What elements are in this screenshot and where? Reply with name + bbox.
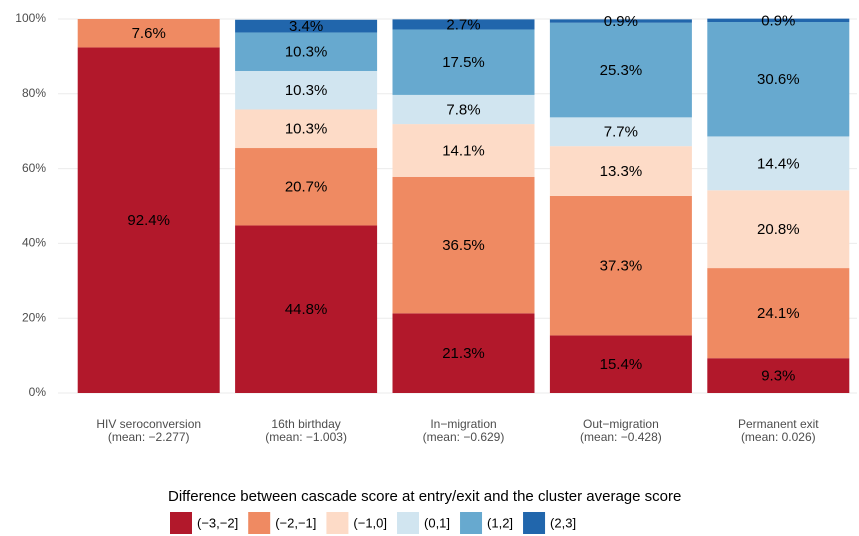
legend-title: Difference between cascade score at entr… [168, 488, 681, 505]
data-label: 24.1% [757, 305, 800, 322]
data-label: 36.5% [442, 237, 485, 254]
data-label: 0.9% [761, 12, 795, 29]
x-tick-label: Out−migration [583, 417, 659, 431]
x-tick-sublabel: (mean: 0.026) [741, 430, 816, 444]
y-tick-label: 80% [22, 86, 46, 100]
bar-segment [77, 47, 220, 393]
bar-segment [235, 148, 378, 226]
y-tick-label: 20% [22, 310, 46, 324]
bar-segment [549, 19, 692, 23]
bar-segment [707, 358, 850, 393]
data-label: 7.6% [132, 25, 166, 42]
bar-segment [707, 136, 850, 191]
data-label: 7.8% [446, 101, 480, 118]
legend-label: (2,3] [550, 515, 576, 530]
data-label: 20.7% [285, 179, 328, 196]
bar-segment [707, 268, 850, 359]
bar-segment [392, 19, 535, 30]
bar-segment [235, 109, 378, 149]
legend-swatch [523, 512, 546, 534]
legend-label: (−3,−2] [197, 515, 238, 530]
bar-segment [392, 313, 535, 393]
bar-segment [549, 117, 692, 147]
data-label: 10.3% [285, 121, 328, 138]
data-label: 30.6% [757, 71, 800, 88]
legend-swatch [248, 512, 271, 534]
x-tick-sublabel: (mean: −1.003) [265, 430, 347, 444]
bar-segment [235, 19, 378, 33]
bar-segment [235, 32, 378, 71]
legend-label: (−2,−1] [275, 515, 316, 530]
x-tick-label: 16th birthday [271, 417, 340, 431]
data-label: 14.4% [757, 155, 800, 172]
x-tick-sublabel: (mean: −0.629) [423, 430, 505, 444]
data-label: 7.7% [604, 124, 638, 141]
legend-swatch [170, 512, 192, 534]
x-tick-sublabel: (mean: −2.277) [108, 430, 190, 444]
data-label: 14.1% [442, 142, 485, 159]
data-label: 20.8% [757, 221, 800, 238]
x-tick-sublabel: (mean: −0.428) [580, 430, 662, 444]
bar-segment [707, 18, 850, 22]
legend-label: (−1,0] [353, 515, 387, 530]
y-tick-label: 40% [22, 236, 46, 250]
y-tick-label: 60% [22, 161, 46, 175]
bar-segment [707, 190, 850, 269]
data-label: 13.3% [600, 163, 643, 180]
data-label: 9.3% [761, 368, 795, 385]
legend-swatch [326, 512, 349, 534]
data-label: 92.4% [127, 212, 170, 229]
bar-segment [549, 146, 692, 196]
bar-segment [392, 94, 535, 125]
data-label: 44.8% [285, 301, 328, 318]
data-label: 37.3% [600, 258, 643, 275]
x-tick-label: In−migration [430, 417, 496, 431]
x-tick-label: Permanent exit [738, 417, 819, 431]
bar-segment [549, 335, 692, 393]
data-label: 17.5% [442, 54, 485, 71]
y-tick-label: 0% [29, 385, 47, 399]
data-label: 3.4% [289, 18, 323, 35]
data-label: 10.3% [285, 44, 328, 61]
data-label: 15.4% [600, 356, 643, 373]
data-label: 10.3% [285, 82, 328, 99]
data-label: 25.3% [600, 62, 643, 79]
data-label: 2.7% [446, 16, 480, 33]
legend-swatch [397, 512, 420, 534]
bar-segment [235, 225, 378, 393]
x-tick-label: HIV seroconversion [96, 417, 201, 431]
legend-label: (0,1] [424, 515, 450, 530]
bar-segment [235, 70, 378, 110]
bar-segment [392, 124, 535, 177]
bar-segment [392, 29, 535, 95]
data-label: 21.3% [442, 345, 485, 362]
legend-swatch [460, 512, 483, 534]
bar-segment [77, 19, 220, 48]
bar-segment [549, 195, 692, 336]
bar-segment [707, 21, 850, 137]
bar-segment [392, 176, 535, 314]
bar-segment [549, 22, 692, 118]
data-label: 0.9% [604, 13, 638, 30]
legend-label: (1,2] [487, 515, 513, 530]
y-tick-label: 100% [15, 11, 46, 25]
